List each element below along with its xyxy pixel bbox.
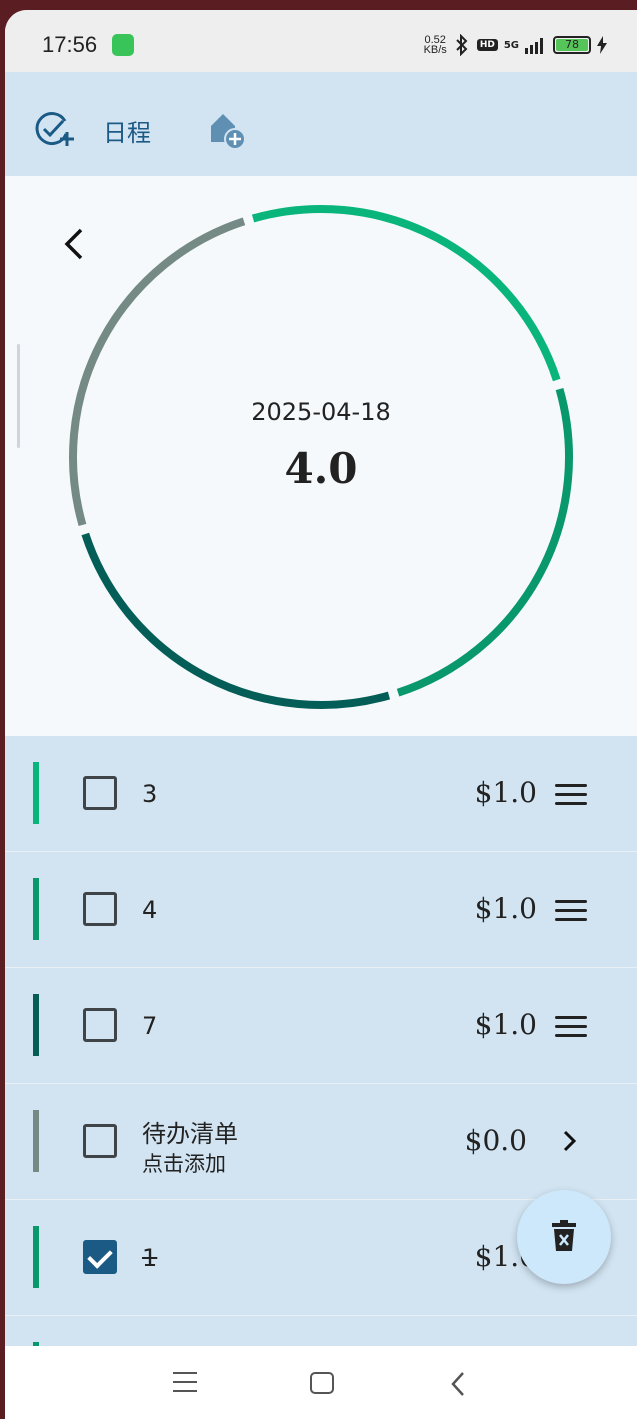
drag-handle-icon[interactable]	[555, 784, 587, 806]
schedule-tab[interactable]: 日程	[103, 119, 151, 147]
summary-total: 4.0	[284, 444, 358, 493]
drag-handle-icon[interactable]	[555, 900, 587, 922]
signal-bars-icon	[525, 38, 543, 54]
delete-icon	[552, 1220, 576, 1251]
scroll-indicator	[17, 344, 20, 448]
item-title: 4	[142, 896, 158, 924]
bluetooth-icon	[456, 34, 468, 56]
item-color-bar	[33, 994, 39, 1056]
app-screen: 17:56 0.52 KB/s HD 5G 78 日程	[5, 10, 637, 1419]
item-title: 待办清单	[142, 1120, 238, 1148]
item-price: $0.0	[464, 1124, 527, 1157]
summary-area: 2025-04-18 4.0	[5, 176, 637, 736]
chevron-right-icon[interactable]	[561, 1128, 579, 1154]
drag-handle-icon[interactable]	[555, 1016, 587, 1038]
ring-segment	[69, 217, 246, 527]
network-speed-value: 0.52	[424, 34, 446, 46]
item-color-bar	[33, 878, 39, 940]
progress-ring	[69, 205, 573, 709]
item-price: $1.0	[474, 892, 537, 925]
status-time: 17:56	[42, 32, 98, 57]
item-checkbox[interactable]	[83, 776, 117, 810]
list-item[interactable]: 1 $1.0	[5, 1200, 637, 1316]
battery-level: 78	[556, 39, 588, 51]
item-color-bar	[33, 1110, 39, 1172]
add-task-icon[interactable]	[35, 112, 75, 148]
charging-icon	[597, 36, 607, 54]
item-color-bar	[33, 1226, 39, 1288]
ring-segment	[396, 387, 573, 697]
ring-segment	[251, 205, 561, 382]
item-checkbox[interactable]	[83, 1008, 117, 1042]
delete-completed-button[interactable]	[517, 1190, 611, 1284]
ring-segment	[81, 532, 391, 709]
status-indicators: 0.52 KB/s HD 5G 78	[424, 32, 607, 58]
item-checkbox[interactable]	[83, 1240, 117, 1274]
list-item[interactable]: 4 $1.0	[5, 852, 637, 968]
item-price: $1.0	[474, 776, 537, 809]
signal-5g-label: 5G	[503, 39, 519, 51]
item-checkbox[interactable]	[83, 892, 117, 926]
item-color-bar	[33, 762, 39, 824]
list-item[interactable]: 7 $1.0	[5, 968, 637, 1084]
status-bar: 17:56 0.52 KB/s HD 5G 78	[5, 10, 637, 72]
top-bar: 日程	[5, 72, 637, 176]
list-item[interactable]: 3 $1.0	[5, 736, 637, 852]
item-checkbox[interactable]	[83, 1124, 117, 1158]
battery-icon: 78	[553, 36, 591, 54]
item-subtitle: 点击添加	[142, 1152, 226, 1176]
hd-badge: HD	[476, 39, 498, 51]
add-home-icon[interactable]	[209, 112, 249, 152]
item-title: 7	[142, 1012, 158, 1040]
network-speed: 0.52 KB/s	[423, 34, 447, 56]
item-title: 1	[142, 1244, 158, 1272]
back-arrow-icon[interactable]	[59, 224, 91, 264]
security-shield-icon	[112, 34, 134, 56]
menu-icon[interactable]	[173, 1372, 197, 1399]
system-nav-bar	[5, 1346, 637, 1419]
back-icon[interactable]	[449, 1370, 469, 1398]
list-item[interactable]: 待办清单 点击添加 $0.0	[5, 1084, 637, 1200]
home-icon[interactable]	[310, 1372, 334, 1394]
summary-date: 2025-04-18	[251, 398, 391, 426]
network-speed-unit: KB/s	[423, 44, 447, 56]
item-title: 3	[142, 780, 158, 808]
item-price: $1.0	[474, 1008, 537, 1041]
